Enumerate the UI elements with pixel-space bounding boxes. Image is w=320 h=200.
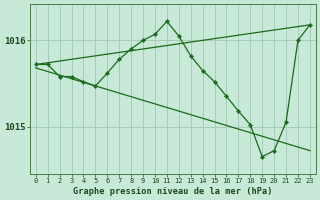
X-axis label: Graphe pression niveau de la mer (hPa): Graphe pression niveau de la mer (hPa): [73, 187, 273, 196]
